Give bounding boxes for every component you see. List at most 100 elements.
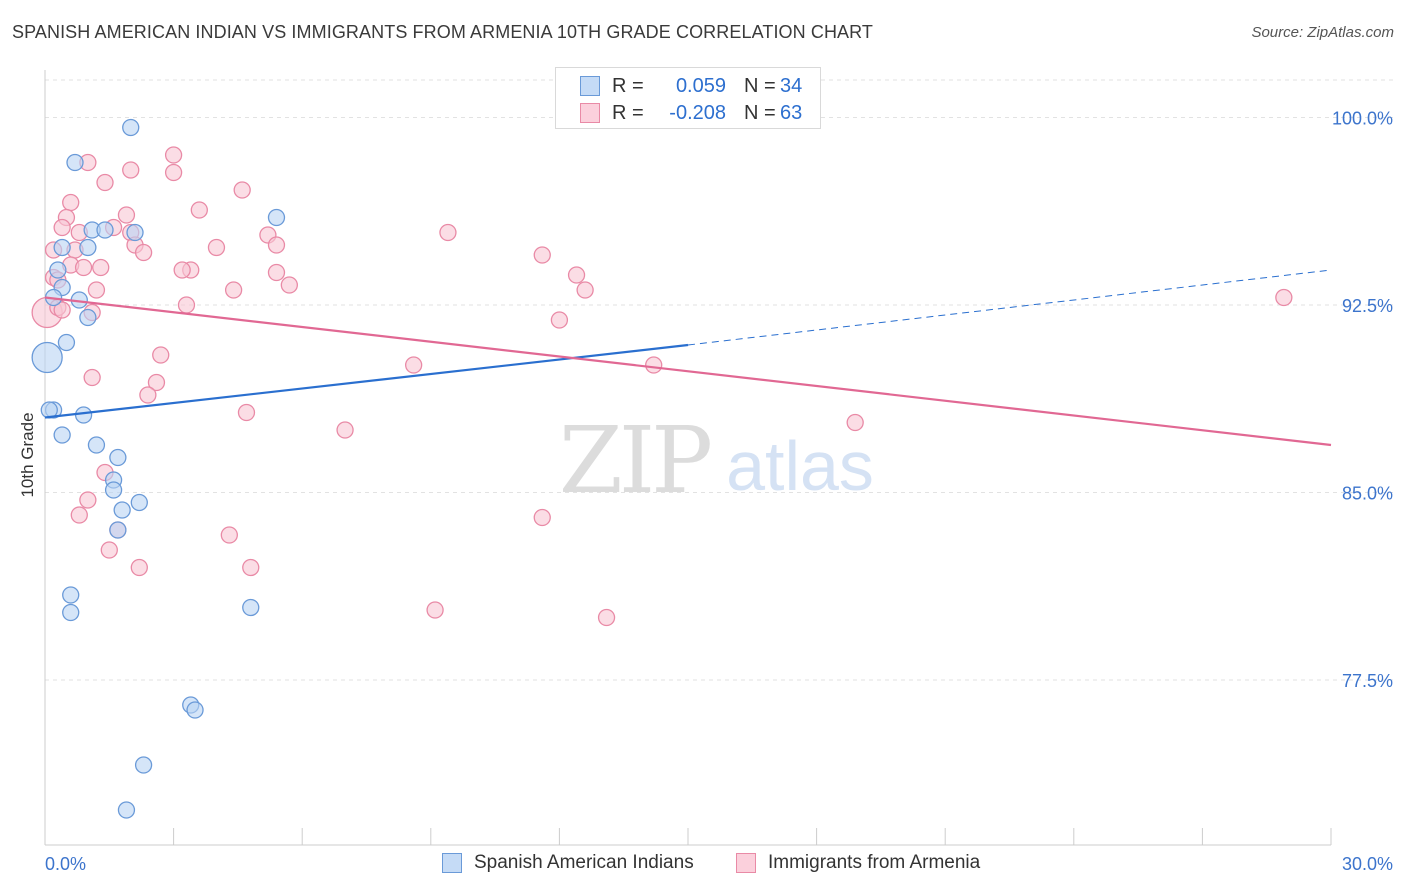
spanish-american-indian-point <box>57 333 76 352</box>
spanish-american-indian-point <box>109 521 127 539</box>
armenia-immigrant-point <box>846 413 864 432</box>
y-tick-label: 92.5% <box>1342 296 1393 316</box>
spanish-american-indian-point <box>242 598 260 617</box>
armenia-immigrant-point <box>426 601 444 619</box>
pink-swatch <box>580 103 600 123</box>
spanish-american-indian-point <box>74 406 93 424</box>
pink-swatch <box>736 853 756 873</box>
spanish-american-indian-point <box>79 308 97 327</box>
r-value: 0.059 <box>675 74 726 97</box>
pink-trend-line <box>44 296 1332 447</box>
spanish-american-indian-point <box>66 153 84 172</box>
armenia-immigrant-point <box>280 276 298 294</box>
armenia-immigrant-point <box>74 258 93 277</box>
spanish-american-indian-point <box>62 603 80 622</box>
spanish-american-indian-point <box>122 118 140 137</box>
spanish-american-indian-point <box>117 801 136 819</box>
armenia-immigrant-point <box>83 368 101 387</box>
armenia-immigrant-point <box>550 311 569 329</box>
armenia-immigrant-point <box>190 201 208 219</box>
series-legend: Spanish American Indians Immigrants from… <box>0 852 1406 878</box>
armenia-immigrant-point <box>53 301 71 319</box>
armenia-immigrant-point <box>147 373 166 392</box>
armenia-immigrant-point <box>405 356 423 374</box>
armenia-immigrant-point <box>237 403 256 422</box>
watermark-zip: ZIP <box>559 407 710 514</box>
armenia-immigrant-point <box>533 508 551 527</box>
armenia-immigrant-point <box>130 558 148 577</box>
armenia-immigrant-point <box>336 421 354 439</box>
n-label: N = <box>744 74 776 97</box>
spanish-american-indian-point <box>49 261 67 279</box>
spanish-american-indian-point <box>31 341 63 374</box>
armenia-immigrant-point <box>177 296 196 314</box>
spanish-american-indian-point <box>53 238 71 257</box>
blue-swatch <box>580 76 600 96</box>
armenia-immigrant-point <box>134 243 153 262</box>
armenia-immigrant-point <box>122 161 140 179</box>
blue-trend-line <box>44 343 689 419</box>
legend-label: Spanish American Indians <box>474 852 694 873</box>
armenia-immigrant-point <box>96 173 114 192</box>
x-tick-label: 30.0% <box>1342 854 1393 874</box>
armenia-immigrant-point <box>100 541 118 559</box>
watermark-atlas: atlas <box>726 427 874 505</box>
chart-title: SPANISH AMERICAN INDIAN VS IMMIGRANTS FR… <box>12 22 874 42</box>
y-axis-label: 10th Grade <box>18 412 37 498</box>
spanish-american-indian-point <box>62 586 80 604</box>
blue-trend-extension <box>687 269 1332 346</box>
armenia-immigrant-point <box>224 281 243 299</box>
armenia-immigrant-point <box>1275 288 1293 307</box>
armenia-immigrant-point <box>533 246 551 264</box>
spanish-american-indian-point <box>126 223 144 242</box>
spanish-american-indian-point <box>186 701 204 719</box>
armenia-immigrant-point <box>233 181 251 199</box>
source-label: Source: ZipAtlas.com <box>1251 24 1394 41</box>
blue-swatch <box>442 853 462 873</box>
stats-legend-row-blue: R = 0.059 N = 34 <box>580 74 802 98</box>
spanish-american-indian-point <box>53 426 71 444</box>
spanish-american-indian-point <box>130 493 148 512</box>
armenia-immigrant-point <box>139 386 157 404</box>
armenia-immigrant-point <box>79 491 97 509</box>
n-value: 63 <box>780 101 803 124</box>
spanish-american-indian-point <box>113 501 131 519</box>
spanish-american-indian-point <box>134 756 153 774</box>
r-label: R = <box>612 101 644 124</box>
armenia-immigrant-point <box>439 223 457 242</box>
armenia-immigrant-point <box>164 146 183 164</box>
armenia-immigrant-point <box>62 193 80 212</box>
armenia-immigrant-point <box>92 258 110 277</box>
armenia-immigrant-point <box>645 356 663 374</box>
armenia-immigrant-point <box>597 608 616 627</box>
armenia-immigrant-point <box>53 218 71 237</box>
armenia-immigrant-point <box>207 238 226 257</box>
armenia-immigrant-point <box>267 263 286 282</box>
spanish-american-indian-point <box>109 448 127 467</box>
y-tick-label: 100.0% <box>1332 109 1393 129</box>
stats-legend-row-pink: R = -0.208 N = 63 <box>580 101 802 125</box>
spanish-american-indian-point <box>96 221 114 239</box>
armenia-immigrant-point <box>164 163 183 182</box>
armenia-immigrant-point <box>242 558 260 577</box>
spanish-american-indian-point <box>79 238 97 257</box>
armenia-immigrant-point <box>173 261 191 279</box>
y-tick-label: 77.5% <box>1342 671 1393 691</box>
n-value: 34 <box>780 74 803 97</box>
legend-label: Immigrants from Armenia <box>768 852 981 873</box>
armenia-immigrant-point <box>70 506 88 524</box>
armenia-immigrant-point <box>87 281 106 299</box>
armenia-immigrant-point <box>117 206 136 224</box>
spanish-american-indian-point <box>104 481 123 499</box>
armenia-immigrant-point <box>567 266 586 284</box>
legend-item-spanish-american-indians: Spanish American Indians <box>442 852 694 874</box>
y-tick-label: 85.0% <box>1342 484 1393 504</box>
armenia-immigrant-point <box>152 346 170 364</box>
armenia-immigrant-point <box>267 236 286 254</box>
stats-legend: R = 0.059 N = 34 R = -0.208 N = 63 <box>555 67 821 129</box>
r-value: -0.208 <box>669 101 726 124</box>
legend-item-immigrants-from-armenia: Immigrants from Armenia <box>736 852 980 874</box>
r-label: R = <box>612 74 644 97</box>
x-tick-label: 0.0% <box>45 854 86 874</box>
